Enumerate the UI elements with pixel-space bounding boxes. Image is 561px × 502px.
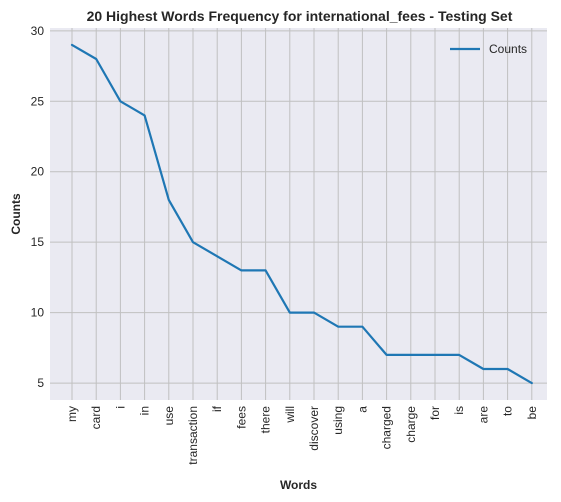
y-tick-label: 15 — [31, 235, 45, 249]
x-tick-label: discover — [307, 406, 321, 451]
x-tick-label: fees — [234, 406, 248, 429]
x-tick-label: for — [428, 406, 442, 420]
x-tick-label: i — [113, 406, 127, 409]
y-axis-label: Counts — [9, 193, 23, 235]
x-tick-label: charged — [380, 406, 394, 449]
y-tick-label: 5 — [37, 376, 44, 390]
y-tick-label: 30 — [31, 24, 45, 38]
legend-label: Counts — [489, 42, 527, 56]
x-tick-label: transaction — [186, 406, 200, 465]
chart-title: 20 Highest Words Frequency for internati… — [87, 8, 513, 24]
y-tick-label: 10 — [31, 306, 45, 320]
x-tick-label: there — [259, 406, 273, 434]
x-tick-label: card — [89, 406, 103, 429]
y-tick-label: 25 — [31, 94, 45, 108]
x-tick-label: using — [331, 406, 345, 435]
x-tick-label: will — [283, 406, 297, 424]
x-tick-label: is — [452, 406, 466, 415]
x-tick-label: use — [162, 406, 176, 426]
x-tick-label: my — [65, 406, 79, 422]
x-axis-ticks: my card i in use transaction if fees there will di… — [65, 405, 539, 464]
legend: Counts — [450, 42, 527, 56]
x-tick-label: in — [138, 406, 152, 415]
plot-area — [50, 28, 547, 400]
x-tick-label: be — [525, 406, 539, 420]
grid — [50, 28, 547, 400]
y-axis-ticks: 5 10 15 20 25 30 — [31, 24, 45, 390]
x-axis-label: Words — [280, 478, 317, 492]
x-tick-label: a — [355, 406, 369, 413]
x-tick-label: are — [476, 406, 490, 424]
x-tick-label: to — [501, 406, 515, 416]
x-tick-label: charge — [404, 406, 418, 443]
series-line — [70, 43, 533, 385]
x-tick-label: if — [210, 405, 224, 412]
y-tick-label: 20 — [31, 165, 45, 179]
series-layer — [70, 43, 533, 385]
